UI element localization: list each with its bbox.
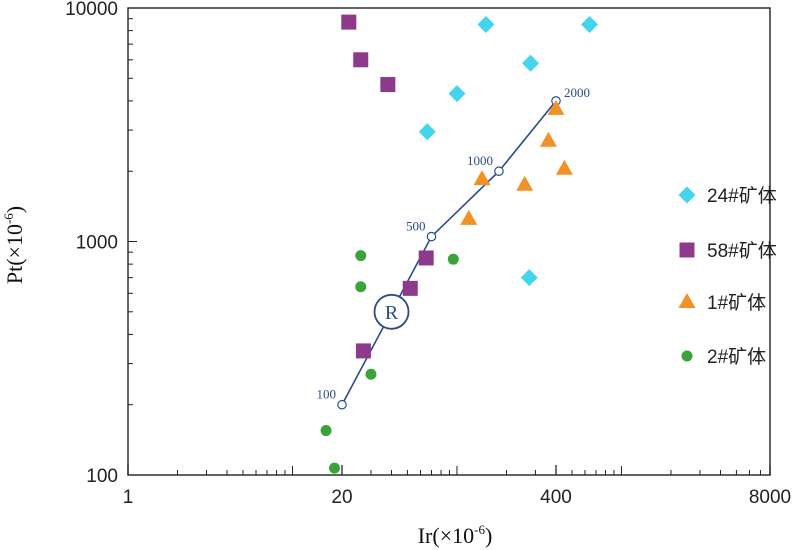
y-tick-label: 100: [86, 466, 118, 487]
point-series-3: [355, 250, 367, 262]
reference-point-label: 1000: [467, 153, 493, 168]
point-series-1: [355, 343, 371, 359]
point-series-0: [477, 15, 495, 33]
legend-marker: [678, 186, 696, 204]
plot-frame: [127, 7, 771, 476]
reference-point: [337, 399, 347, 410]
point-series-3: [447, 253, 459, 265]
axis-ticks: [127, 7, 771, 476]
reference-point: [494, 166, 504, 177]
x-tick-label: 1: [123, 487, 134, 508]
reference-point-label: 100: [317, 387, 337, 402]
legend-label: 58#矿体: [707, 240, 777, 262]
point-series-3: [320, 425, 332, 437]
point-series-1: [418, 250, 434, 266]
y-axis-title: Pt(×10-6): [1, 206, 27, 284]
point-series-2: [539, 131, 557, 147]
legend-label: 2#矿体: [707, 346, 766, 368]
point-series-3: [365, 368, 377, 380]
point-series-2: [460, 209, 478, 225]
point-series-1: [380, 77, 396, 93]
reference-point-label: 2000: [564, 85, 590, 100]
point-series-1: [341, 14, 357, 30]
point-series-0: [418, 123, 436, 141]
legend-marker: [681, 350, 693, 362]
legend-label: 24#矿体: [707, 185, 777, 207]
legend-label: 1#矿体: [707, 292, 766, 314]
x-axis-title: Ir(×10-6): [418, 522, 493, 548]
x-tick-label: 8000: [749, 487, 791, 508]
point-series-1: [402, 280, 418, 296]
point-series-2: [555, 159, 573, 175]
legend-marker: [678, 293, 696, 308]
point-series-0: [522, 54, 540, 72]
legend: 24#矿体 58#矿体 1#矿体 2#矿体: [678, 185, 777, 368]
x-tick-label: 20: [331, 487, 352, 508]
legend-marker: [679, 242, 695, 258]
y-tick-label: 1000: [76, 233, 118, 254]
point-series-0: [520, 269, 538, 287]
point-series-2: [516, 175, 534, 191]
point-series-3: [328, 462, 340, 474]
reference-badge-label: R: [385, 302, 399, 324]
reference-point: [426, 231, 437, 242]
plot-area: [127, 7, 771, 476]
point-series-2: [473, 170, 491, 186]
reference-point-label: 500: [406, 219, 426, 234]
data-points: [320, 14, 599, 474]
point-series-0: [448, 85, 466, 103]
point-series-3: [355, 281, 367, 293]
point-series-2: [547, 99, 565, 115]
point-series-1: [353, 52, 369, 68]
reference-badge: [373, 293, 410, 330]
point-series-0: [581, 15, 599, 33]
x-tick-label: 400: [540, 487, 572, 508]
y-tick-label: 10000: [65, 0, 118, 20]
axis-tick-labels: 1 20 400 8000 100 1000 10000: [65, 0, 791, 508]
